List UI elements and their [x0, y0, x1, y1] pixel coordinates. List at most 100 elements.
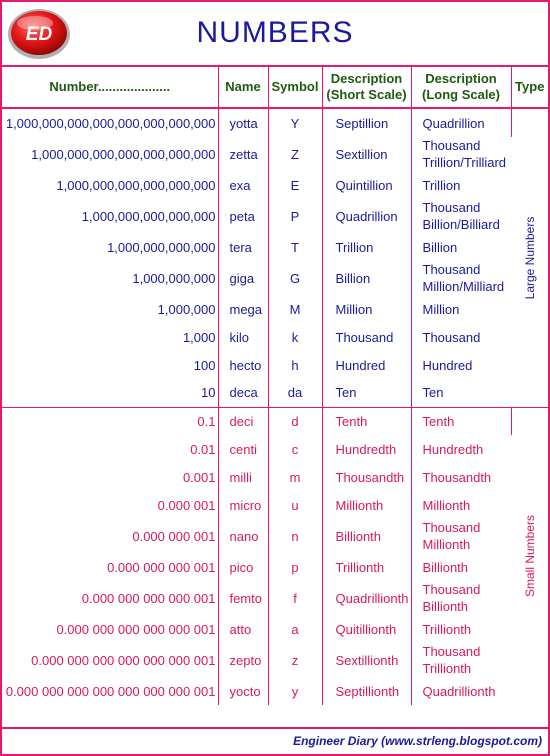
long-scale-line2: Trillion/Trilliard — [422, 155, 507, 170]
cell-long-scale: Thousand Billion/Billiard — [411, 199, 511, 233]
long-scale-line2: Billionth — [422, 599, 469, 614]
cell-short-scale: Quitillionth — [322, 615, 412, 643]
cell-short-scale: Hundred — [322, 351, 412, 379]
cell-long-scale: Billion — [411, 233, 511, 261]
cell-number: 1,000,000,000 — [2, 261, 219, 295]
long-scale-line1: Thousand — [422, 520, 481, 535]
long-scale-line1: Trillion — [422, 177, 461, 193]
cell-long-scale: Quadrillionth — [411, 677, 511, 705]
table-row: 1,000,000,000,000,000 peta P Quadrillion Tho… — [2, 199, 548, 233]
cell-number: 0.000 000 000 000 001 — [2, 581, 219, 615]
cell-long-scale: Million — [411, 295, 511, 323]
footer: Engineer Diary (www.strleng.blogspot.com… — [2, 727, 548, 754]
col-long-scale: Description (Long Scale) — [411, 67, 512, 109]
cell-name: mega — [218, 295, 269, 323]
long-scale-line1: Thousand — [422, 644, 481, 659]
cell-long-scale: Thousand Millionth — [411, 519, 511, 553]
cell-symbol: m — [268, 463, 323, 491]
table-row: 0.1 deci d Tenth Tenth Small Numbers — [2, 406, 548, 705]
cell-short-scale: Ten — [322, 379, 412, 407]
table-row: 0.000 000 000 000 000 000 000 001 yocto y S… — [2, 677, 548, 705]
cell-short-scale: Billion — [322, 261, 412, 295]
cell-symbol: z — [268, 643, 323, 677]
footer-credit: Engineer Diary (www.strleng.blogspot.com… — [293, 734, 542, 748]
long-scale-line1: Quadrillion — [422, 115, 485, 131]
table-row: 0.000 000 000 001 pico p Trillionth Billiont… — [2, 553, 548, 581]
cell-long-scale: Trillionth — [411, 615, 511, 643]
long-scale-line1: Thousand — [422, 200, 481, 215]
table-row: 1,000,000,000,000,000,000 exa E Quintillion… — [2, 171, 548, 199]
cell-number: 0.000 000 000 000 000 001 — [2, 615, 219, 643]
cell-symbol: u — [268, 491, 323, 519]
type-small-cell: Small Numbers — [511, 406, 548, 705]
cell-name: zetta — [218, 137, 269, 171]
cell-long-scale: Thousand Million/Milliard — [411, 261, 511, 295]
cell-name: pico — [218, 553, 269, 581]
long-scale-line2: Millionth — [422, 537, 471, 552]
table-row: 0.000 001 micro u Millionth Millionth — [2, 491, 548, 519]
table-row: 1,000,000 mega M Million Million — [2, 295, 548, 323]
long-scale-line1: Tenth — [422, 413, 455, 429]
cell-short-scale: Quadrillionth — [322, 581, 412, 615]
long-scale-line1: Millionth — [422, 497, 471, 513]
type-small-label: Small Numbers — [522, 515, 537, 598]
cell-name: tera — [218, 233, 269, 261]
cell-long-scale: Thousand Billionth — [411, 581, 511, 615]
cell-short-scale: Millionth — [322, 491, 412, 519]
table-row: 10 deca da Ten Ten — [2, 379, 548, 407]
long-scale-line2: Million/Milliard — [422, 279, 505, 294]
page-title: NUMBERS — [196, 16, 354, 49]
table-row: 0.000 000 000 000 000 000 001 zepto z Sexti… — [2, 643, 548, 677]
type-large-label: Large Numbers — [522, 216, 537, 300]
table-row: 1,000,000,000,000,000,000,000 zetta Z Sexti… — [2, 137, 548, 171]
cell-name: deca — [218, 379, 269, 407]
cell-name: giga — [218, 261, 269, 295]
long-scale-line1: Hundred — [422, 357, 473, 373]
cell-short-scale: Trillionth — [322, 553, 412, 581]
cell-symbol: M — [268, 295, 323, 323]
cell-number: 0.000 001 — [2, 491, 219, 519]
col-short-scale-l2: (Short Scale) — [326, 87, 407, 102]
cell-name: zepto — [218, 643, 269, 677]
cell-number: 1,000,000,000,000,000,000 — [2, 171, 219, 199]
cell-symbol: da — [268, 379, 323, 407]
long-scale-line1: Thousand — [422, 582, 481, 597]
cell-short-scale: Trillion — [322, 233, 412, 261]
table-row: 0.000 000 000 000 001 femto f Quadrillionth… — [2, 581, 548, 615]
cell-short-scale: Million — [322, 295, 412, 323]
cell-long-scale: Billionth — [411, 553, 511, 581]
long-scale-line1: Million — [422, 301, 460, 317]
cell-short-scale: Septillion — [322, 108, 412, 137]
cell-name: micro — [218, 491, 269, 519]
cell-symbol: P — [268, 199, 323, 233]
cell-short-scale: Septillionth — [322, 677, 412, 705]
cell-symbol: n — [268, 519, 323, 553]
cell-number: 0.000 000 000 000 000 000 001 — [2, 643, 219, 677]
cell-long-scale: Ten — [411, 379, 511, 407]
cell-symbol: c — [268, 435, 323, 463]
cell-short-scale: Tenth — [322, 406, 412, 435]
cell-number: 0.1 — [2, 406, 219, 435]
col-short-scale-l1: Description — [330, 71, 403, 86]
cell-symbol: E — [268, 171, 323, 199]
col-short-scale: Description (Short Scale) — [322, 67, 412, 109]
cell-short-scale: Hundredth — [322, 435, 412, 463]
cell-name: yotta — [218, 108, 269, 137]
cell-symbol: a — [268, 615, 323, 643]
long-scale-line1: Thousand — [422, 262, 481, 277]
cell-number: 1,000,000,000,000 — [2, 233, 219, 261]
table-row: 1,000,000,000 giga G Billion Thousand Million… — [2, 261, 548, 295]
table-row: 1,000,000,000,000 tera T Trillion Billion — [2, 233, 548, 261]
cell-short-scale: Sextillion — [322, 137, 412, 171]
cell-long-scale: Hundred — [411, 351, 511, 379]
col-number: Number.................... — [2, 67, 219, 109]
cell-long-scale: Thousandth — [411, 463, 511, 491]
long-scale-line2: Billion/Billiard — [422, 217, 500, 232]
col-long-scale-l2: (Long Scale) — [421, 87, 500, 102]
cell-name: yocto — [218, 677, 269, 705]
cell-symbol: T — [268, 233, 323, 261]
long-scale-line1: Thousand — [422, 329, 481, 345]
long-scale-line1: Ten — [422, 385, 444, 401]
header: ED NUMBERS — [2, 2, 548, 67]
